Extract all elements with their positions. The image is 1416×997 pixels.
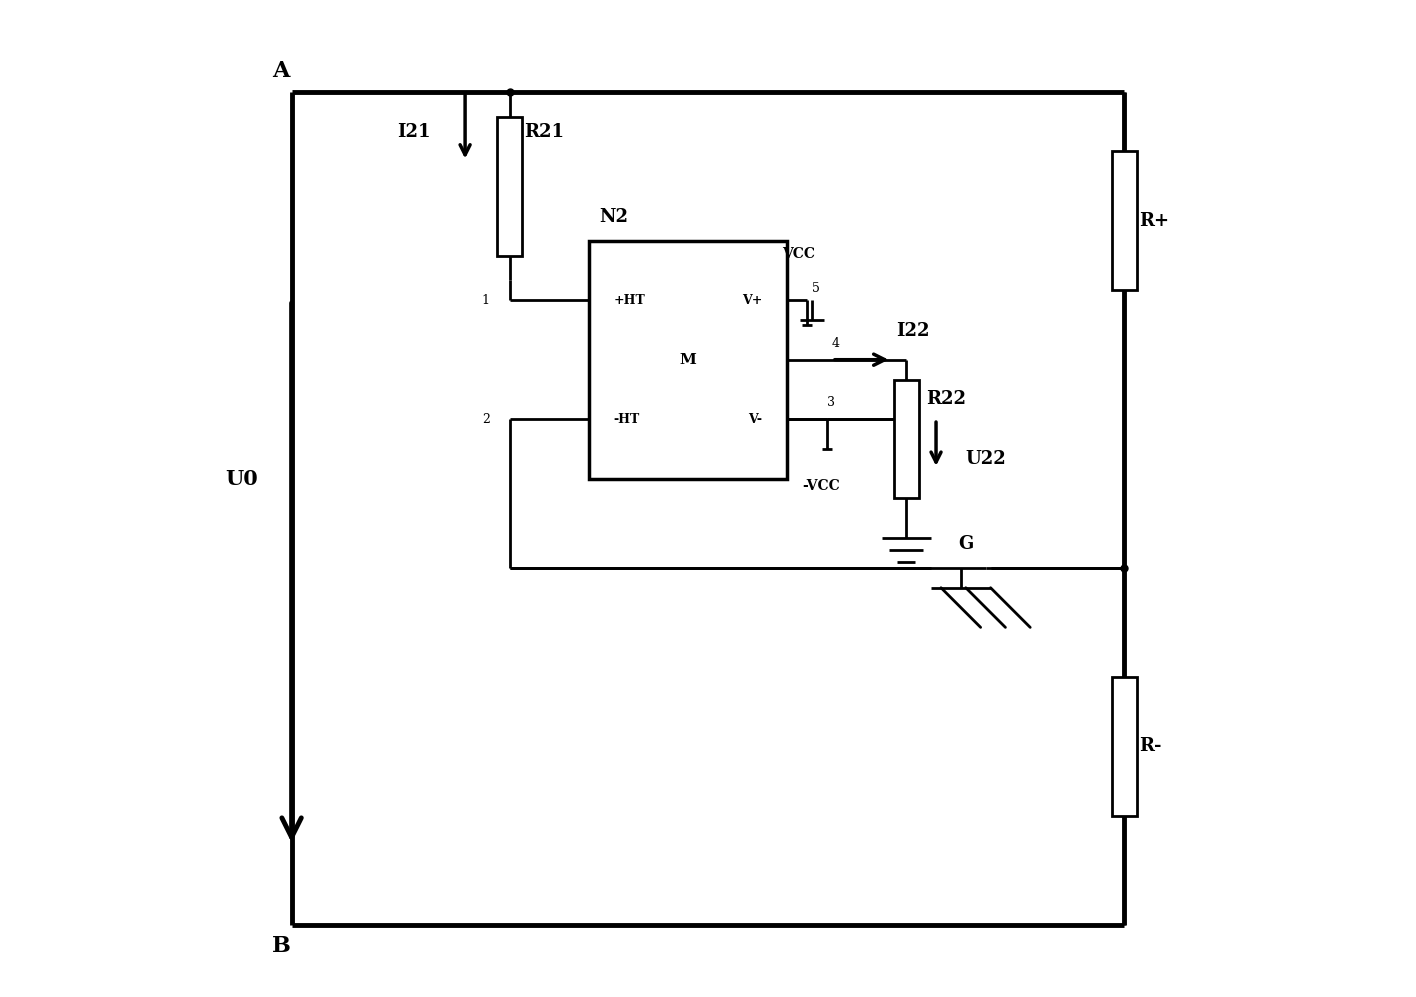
Text: R21: R21 — [524, 123, 565, 141]
Text: U0: U0 — [225, 469, 258, 489]
Text: 3: 3 — [827, 396, 835, 410]
Text: I21: I21 — [396, 123, 430, 141]
Bar — [1112, 152, 1137, 290]
Text: U22: U22 — [966, 450, 1007, 468]
Text: N2: N2 — [599, 207, 627, 226]
Bar — [893, 380, 919, 498]
Text: R22: R22 — [926, 391, 966, 409]
Text: M: M — [680, 353, 697, 367]
Text: G: G — [959, 535, 973, 553]
Text: I22: I22 — [896, 322, 930, 340]
Text: B: B — [272, 935, 290, 957]
Text: A: A — [272, 60, 289, 82]
Text: VCC: VCC — [783, 246, 816, 260]
Text: 4: 4 — [833, 337, 840, 350]
Text: +HT: +HT — [613, 294, 646, 307]
Bar — [497, 117, 523, 255]
Text: 5: 5 — [813, 282, 820, 295]
Text: V-: V- — [749, 413, 763, 426]
Bar — [1112, 677, 1137, 816]
Text: -HT: -HT — [613, 413, 640, 426]
Text: -VCC: -VCC — [803, 479, 840, 493]
Text: 2: 2 — [481, 413, 490, 426]
Text: R-: R- — [1140, 738, 1161, 756]
Text: R+: R+ — [1140, 212, 1170, 230]
Text: V+: V+ — [742, 294, 763, 307]
Text: 1: 1 — [481, 294, 490, 307]
Bar — [589, 240, 787, 479]
